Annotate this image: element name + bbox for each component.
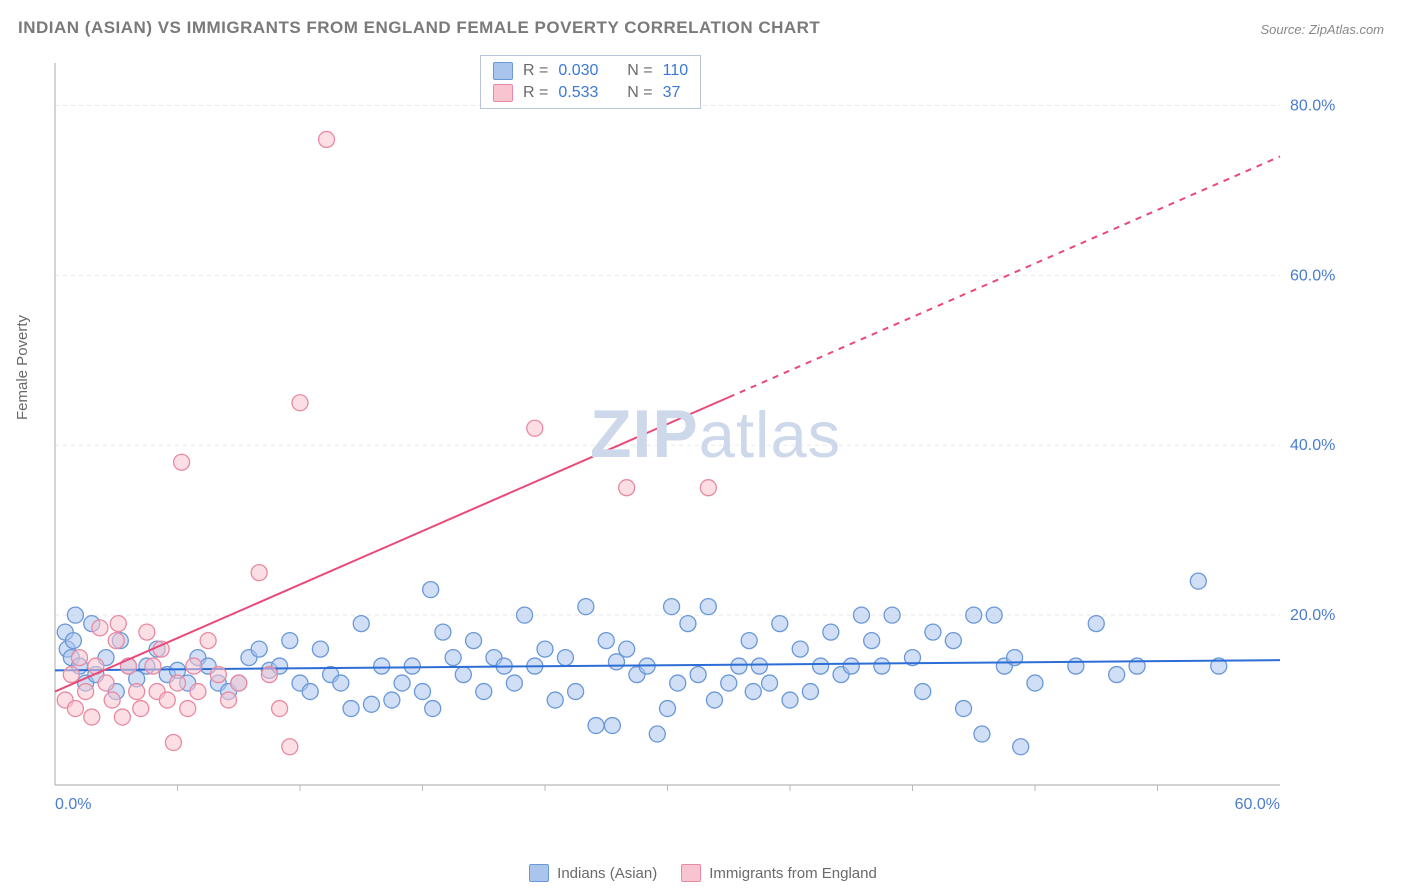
- scatter-chart: 20.0% 40.0% 60.0% 80.0% 0.0% 60.0%: [50, 55, 1340, 815]
- chart-area: 20.0%40.0%60.0%80.0%0.0%60.0% ZIPatlas R…: [50, 55, 1340, 815]
- legend-series: Indians (Asian) Immigrants from England: [0, 864, 1406, 882]
- swatch-icon: [493, 62, 513, 80]
- chart-title: INDIAN (ASIAN) VS IMMIGRANTS FROM ENGLAN…: [18, 18, 820, 38]
- r-value: 0.030: [558, 62, 598, 80]
- stats-row: R = 0.533 N = 37: [493, 82, 688, 104]
- r-label: R =: [523, 84, 548, 102]
- swatch-icon: [493, 84, 513, 102]
- y-axis-label: Female Poverty: [14, 315, 31, 420]
- n-label: N =: [627, 62, 652, 80]
- legend-item-england: Immigrants from England: [681, 864, 877, 882]
- svg-text:0.0%: 0.0%: [55, 796, 91, 813]
- stats-row: R = 0.030 N = 110: [493, 60, 688, 82]
- legend-label: Indians (Asian): [557, 865, 657, 882]
- n-value: 37: [663, 84, 681, 102]
- n-value: 110: [663, 62, 689, 80]
- source-attribution: Source: ZipAtlas.com: [1260, 22, 1384, 37]
- svg-text:40.0%: 40.0%: [1290, 437, 1335, 454]
- svg-text:20.0%: 20.0%: [1290, 607, 1335, 624]
- r-value: 0.533: [558, 84, 598, 102]
- svg-text:60.0%: 60.0%: [1235, 796, 1280, 813]
- n-label: N =: [627, 84, 652, 102]
- swatch-icon: [681, 864, 701, 882]
- legend-label: Immigrants from England: [709, 865, 877, 882]
- swatch-icon: [529, 864, 549, 882]
- r-label: R =: [523, 62, 548, 80]
- svg-text:60.0%: 60.0%: [1290, 267, 1335, 284]
- svg-text:80.0%: 80.0%: [1290, 97, 1335, 114]
- correlation-stats-box: R = 0.030 N = 110 R = 0.533 N = 37: [480, 55, 701, 109]
- legend-item-indians: Indians (Asian): [529, 864, 657, 882]
